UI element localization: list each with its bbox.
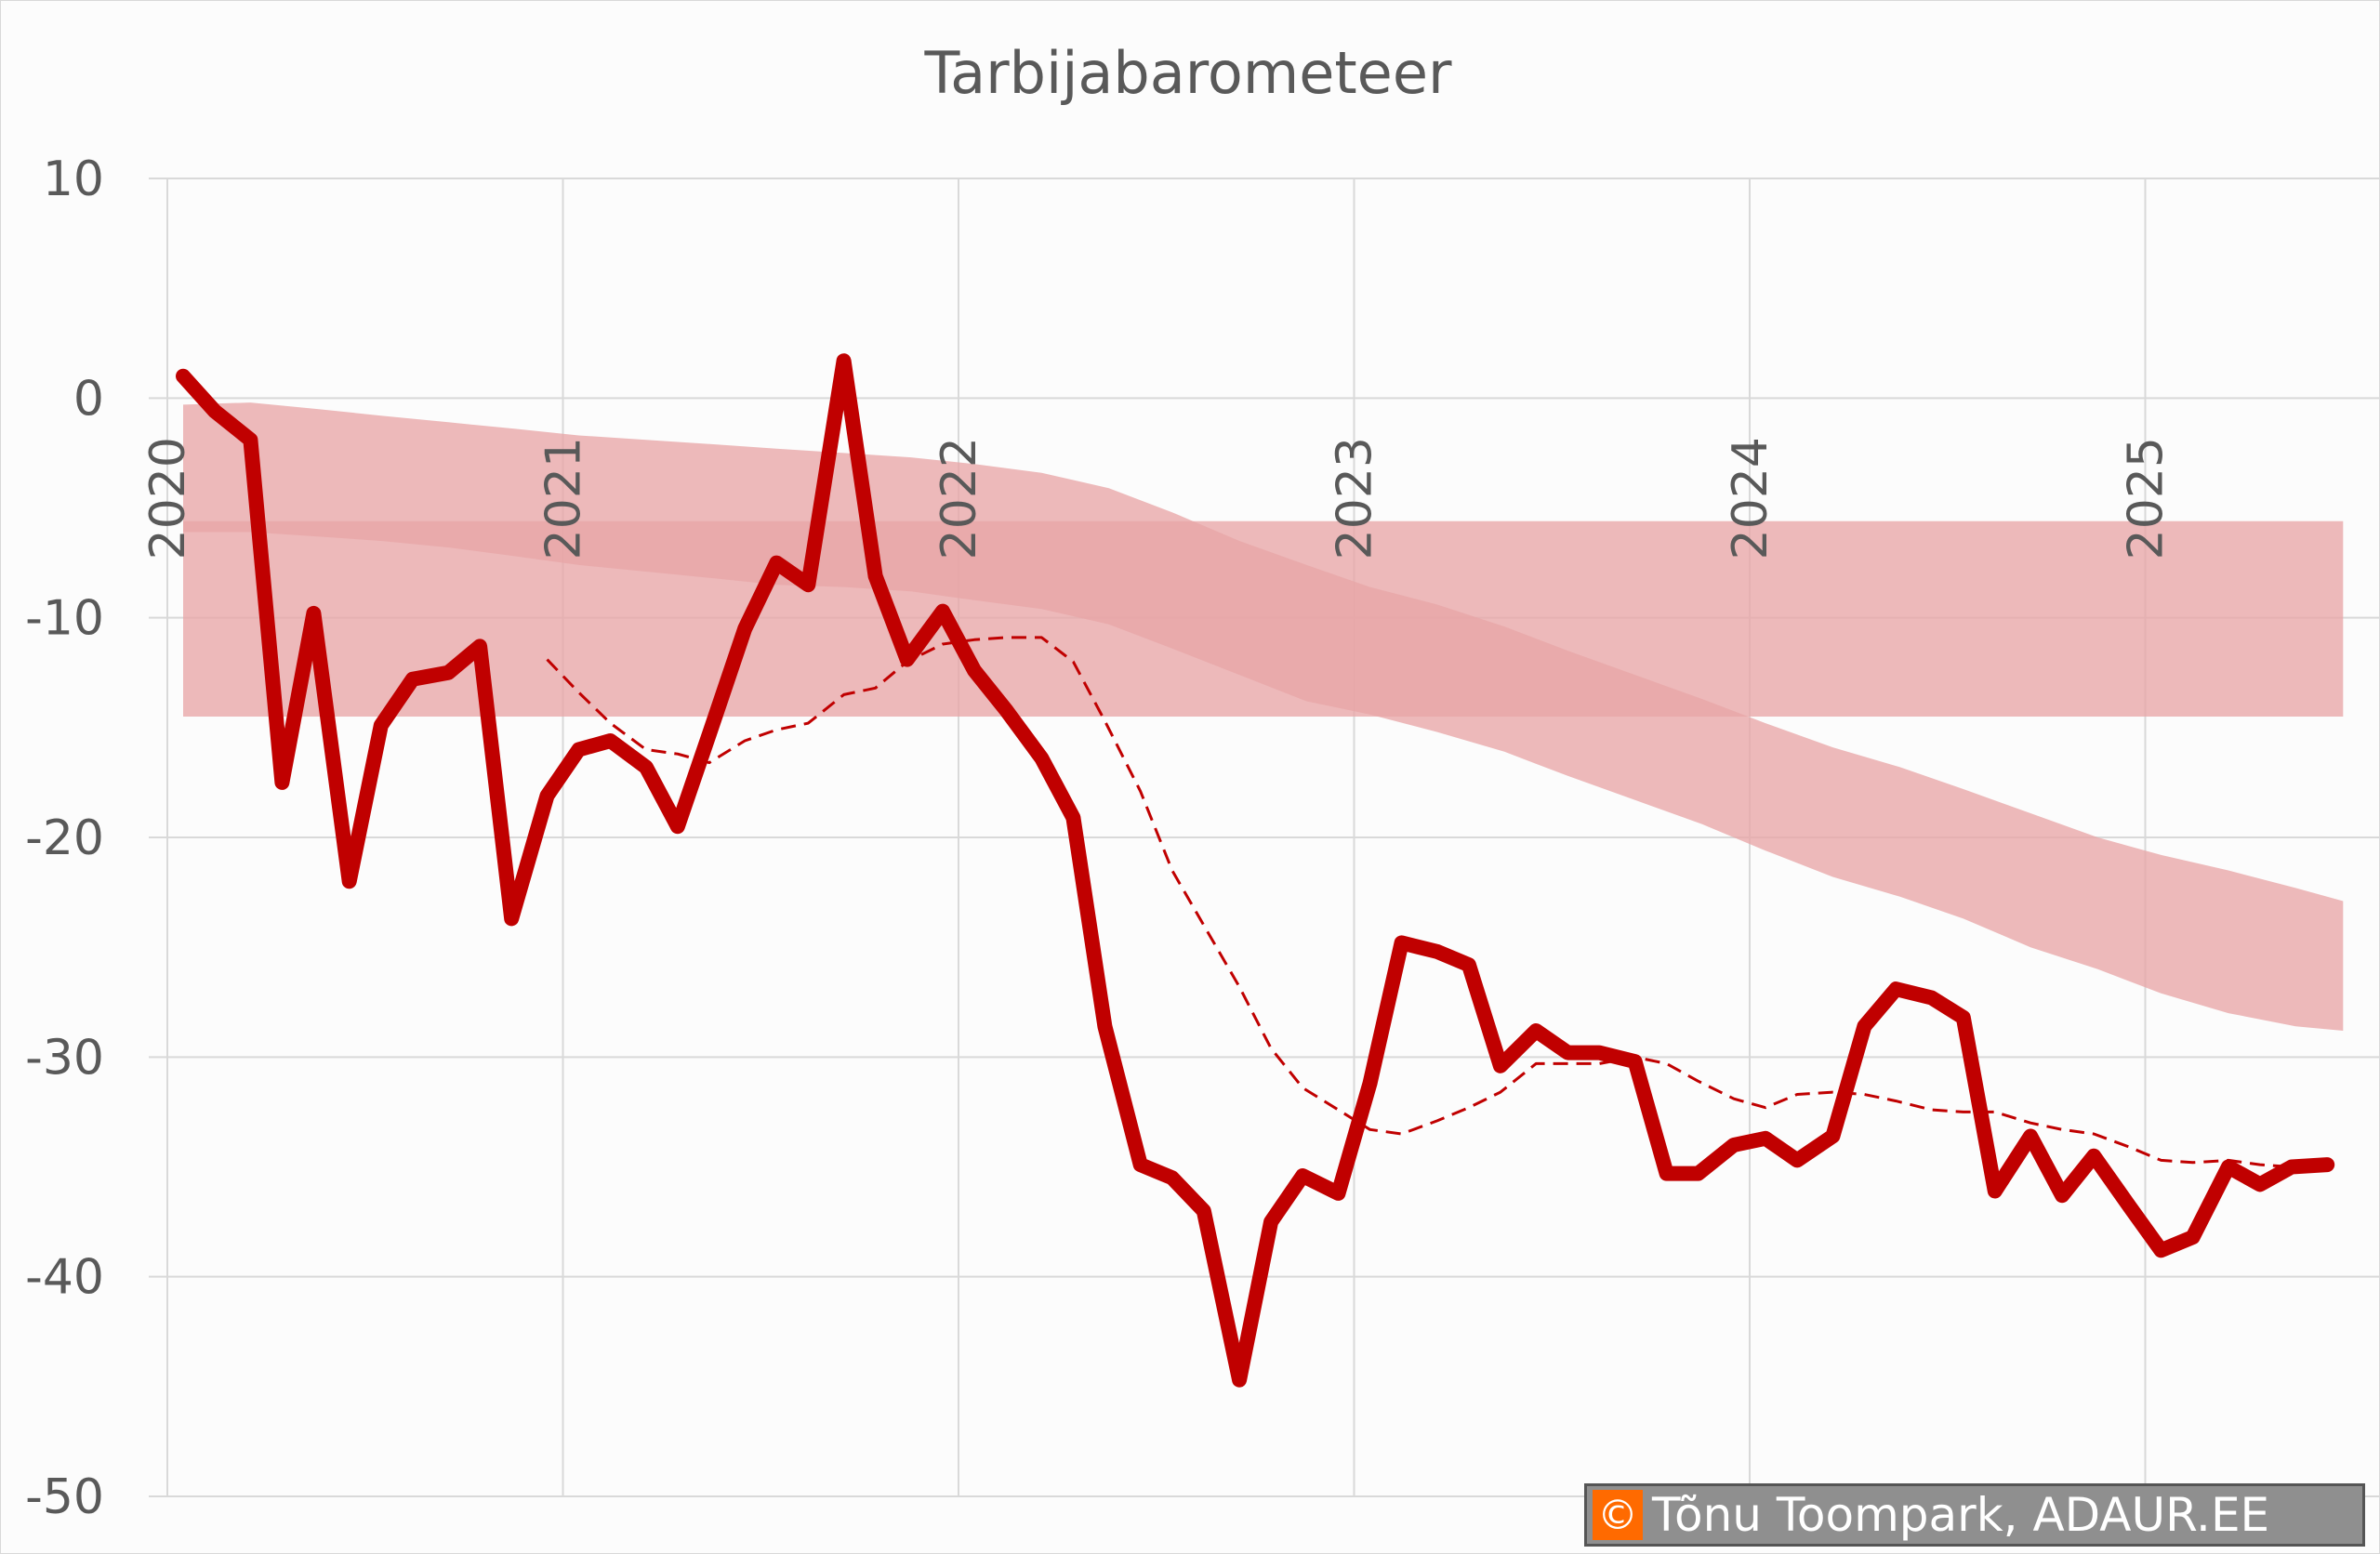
y-axis-ticks: 10 0 -10 -20 -30 -40 -50 (25, 151, 104, 1525)
x-tick-label: 2023 (1328, 437, 1383, 560)
y-tick-label: 10 (43, 151, 104, 207)
y-tick-label: -40 (25, 1250, 104, 1306)
y-tick-label: -30 (25, 1030, 104, 1086)
copyright-icon: © (1593, 1490, 1643, 1540)
chart-title: Tarbijabarometeer (924, 39, 1452, 107)
dashed-series-line (546, 636, 2293, 1168)
bands (183, 402, 2344, 1032)
x-tick-label: 2022 (932, 437, 987, 560)
main-series-line (176, 353, 2335, 1388)
x-axis-ticks: 2020 2021 2022 2023 2024 2025 (140, 437, 2175, 560)
x-tick-label: 2020 (140, 437, 196, 560)
x-tick-label: 2024 (1723, 437, 1778, 560)
x-tick-label: 2025 (2119, 437, 2175, 560)
declining-band (183, 402, 2344, 1032)
x-tick-label: 2021 (536, 437, 592, 560)
y-tick-label: 0 (73, 371, 104, 427)
credit-badge: © Tõnu Toompark, ADAUR.EE (1584, 1483, 2365, 1547)
credit-text: Tõnu Toompark, ADAUR.EE (1652, 1488, 2270, 1542)
y-tick-label: -20 (25, 810, 104, 866)
x-gridlines (166, 178, 2147, 1496)
y-tick-label: -10 (25, 591, 104, 647)
y-tick-label: -50 (25, 1469, 104, 1525)
series (176, 353, 2335, 1388)
